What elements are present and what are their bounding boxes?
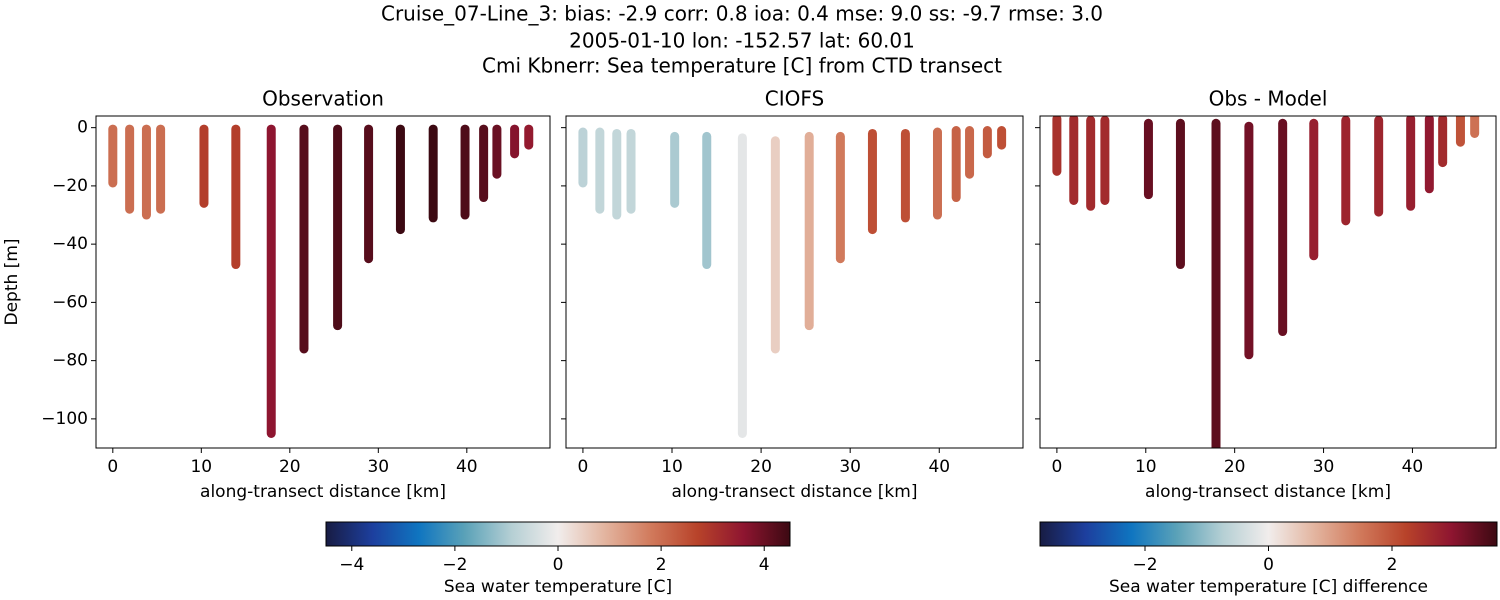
x-tick-label: 10	[1135, 457, 1157, 477]
panel-title: Observation	[262, 87, 384, 111]
x-axis-label: along-transect distance [km]	[200, 482, 446, 502]
tick-label: 2	[1387, 555, 1398, 575]
colorbar	[1039, 521, 1498, 547]
x-axis-label: along-transect distance [km]	[672, 482, 918, 502]
x-tick-label: 0	[107, 457, 118, 477]
x-axis-label: along-transect distance [km]	[1145, 482, 1391, 502]
y-tick-label: −100	[41, 409, 88, 429]
tick-label: −2	[1132, 555, 1157, 575]
axes-frame	[1039, 115, 1497, 449]
y-tick-label: −60	[52, 292, 88, 312]
panel-title: CIOFS	[765, 87, 824, 111]
axes-frame	[95, 115, 551, 449]
y-tick-label: −80	[52, 351, 88, 371]
y-tick-label: −20	[52, 176, 88, 196]
x-tick-label: 20	[750, 457, 772, 477]
x-tick-label: 20	[279, 457, 301, 477]
x-tick-label: 0	[578, 457, 589, 477]
colorbar	[325, 521, 791, 547]
colorbar-label: Sea water temperature [C]	[444, 577, 672, 597]
tick-label: 0	[553, 555, 564, 575]
x-tick-label: 10	[661, 457, 683, 477]
tick-label: −2	[442, 555, 467, 575]
figure-title: 2005-01-10 lon: -152.57 lat: 60.01	[569, 29, 915, 53]
tick-label: 2	[656, 555, 667, 575]
tick-label: 0	[1263, 555, 1274, 575]
x-tick-label: 20	[1224, 457, 1246, 477]
axes-frame	[565, 115, 1024, 449]
y-tick-label: −40	[52, 234, 88, 254]
y-tick-label: 0	[77, 118, 88, 138]
x-tick-label: 30	[367, 457, 389, 477]
x-tick-label: 30	[1313, 457, 1335, 477]
colorbar-label: Sea water temperature [C] difference	[1109, 577, 1428, 597]
x-tick-label: 40	[456, 457, 478, 477]
x-tick-label: 10	[190, 457, 212, 477]
panel-title: Obs - Model	[1209, 87, 1328, 111]
tick-label: 4	[759, 555, 770, 575]
x-tick-label: 40	[1402, 457, 1424, 477]
x-tick-label: 0	[1051, 457, 1062, 477]
figure-title: Cmi Kbnerr: Sea temperature [C] from CTD…	[482, 54, 1002, 78]
x-tick-label: 40	[928, 457, 950, 477]
tick-label: −4	[339, 555, 364, 575]
figure-title: Cruise_07-Line_3: bias: -2.9 corr: 0.8 i…	[381, 2, 1103, 26]
y-axis-label: Depth [m]	[2, 238, 22, 325]
x-tick-label: 30	[839, 457, 861, 477]
